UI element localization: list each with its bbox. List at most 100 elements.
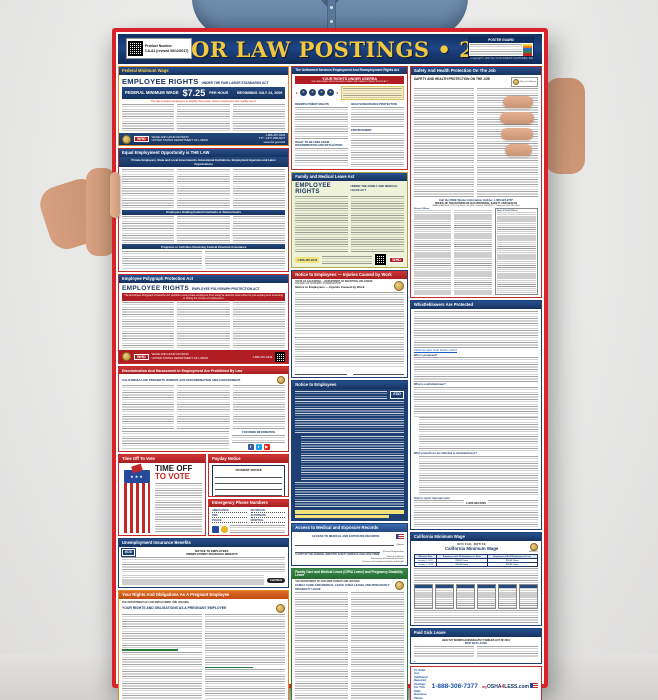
fine-print-block [413,505,538,527]
whd-logo: WHD [134,136,149,142]
section-injuries-caused-by-work: Notice to Employees — Injuries Caused by… [291,270,408,378]
dfeh-seal-icon [276,603,286,613]
fine-print-columns [122,104,286,131]
right-column: Safety And Health Protection On The Job … [409,66,542,700]
dfeh-seal-icon [277,376,286,385]
fine-print-block [454,210,492,295]
schedule-mini-table [434,584,454,610]
ui-footer-row: Cal/OSHA [122,575,286,585]
fine-print-block [122,216,175,243]
brand-suffix: LESS.com [504,683,529,690]
dir-logo-icon [212,526,219,534]
fine-print-block [413,500,464,506]
cfra-heading-row: THE DEPARTMENT OF FAIR EMPLOYMENT AND HO… [295,581,404,591]
emergency-label: ALTERNATE [250,514,286,519]
section-body: SAFETY AND HEALTH PROTECTION ON THE JOB … [411,75,541,297]
fmla-heading-row: EMPLOYEE RIGHTS UNDER THE FAMILY AND MED… [295,183,404,195]
pregnant-heading-row: YOUR RIGHTS AND OBLIGATIONS AS A PREGNAN… [122,603,286,613]
section-body: EDD NOTICE TO EMPLOYEES UNEMPLOYMENT INS… [119,547,288,587]
ui-notice2: UNEMPLOYMENT INSURANCE BENEFITS [185,552,238,556]
dol-seal-icon [122,352,131,361]
form-field-line [215,472,283,478]
section-title: Equal Employment Opportunity is THE LAW [119,149,289,157]
section-title: Your Rights And Obligations As A Pregnan… [119,591,289,599]
social-icons-row: f t ▶ [232,444,285,450]
flag-stripes-icon [124,482,150,533]
form-field-line [215,484,283,490]
product-number-box: Product Number: CA-A1 (revised 06/12/201… [126,38,192,59]
mw-seal-col: MW-2017 [529,542,538,553]
section-title: Time Off To Vote [119,455,205,463]
footer-phone: 1-866-487-9243 [252,354,273,359]
section-body: EDD [292,388,407,520]
fine-print-block [413,610,538,623]
footer-agency: WAGE AND HOUR DIVISION [151,134,189,139]
shirt-button [330,6,333,9]
fine-print-block [122,104,175,131]
section-title: Safety And Health Protection On The Job [410,67,541,75]
emergency-rows: AMBULANCE PHYSICIAN FIRE ALTERNATE POLIC… [212,509,286,524]
fine-print-block [295,337,404,368]
more-info-block: FOR MORE INFORMATION f t ▶ [231,431,286,450]
signature-fields [295,369,404,375]
fine-print-indented-block [418,417,538,452]
fine-print-columns [122,613,286,700]
brand-main: OSHA [487,683,502,690]
qr-code-icon [275,351,286,362]
payment-notice-form: PAYMENT NOTICE [212,464,286,496]
fine-print-block [232,385,286,429]
labor-law-poster: Product Number: CA-A1 (revised 06/12/201… [112,28,548,700]
stripe [523,48,532,51]
fine-print-columns [295,592,404,700]
fmla-footer-row: 1-866-487-9243 WHD [295,254,404,265]
section-equal-employment-opportunity: Equal Employment Opportunity is THE LAW … [118,148,290,272]
minimum-wage-table: Effective Date Employers with 26 Employe… [413,554,539,568]
fine-print-block [351,592,404,700]
whistle-hotline-row: 1-800-952-5225 [413,500,539,506]
fine-print-block [295,481,404,509]
footer-site: www.dol.gov/whd [263,139,286,144]
fine-print-block [177,385,230,429]
mini-table-header [414,585,432,589]
section-payday-notice: Payday Notice PAYMENT NOTICE [208,454,290,497]
product-label: Product Number: [145,44,173,49]
poster-guard-box: POSTER GUARD [468,37,534,57]
state-corner-label: State of California [520,80,536,83]
section-body: HEALTHY WORKPLACES/HEALTHY FAMILIES ACT … [411,637,541,663]
cell-date: January 1, 2018 [413,562,438,568]
polygraph-subheading: EMPLOYEE POLYGRAPH PROTECTION ACT [191,286,260,291]
emergency-label: POLICE [212,519,247,524]
section-body: THE DEPARTMENT OF FAIR EMPLOYMENT AND HO… [292,579,407,700]
brand-num: 4 [501,683,505,690]
person-right-finger [501,128,533,140]
district-office-columns [413,210,492,295]
userra-banner-sub: THE UNIFORMED SERVICES EMPLOYMENT AND RE… [311,80,388,83]
green-subhead-line [205,666,254,669]
copyright-line: Copyright © 2017 ELITE BUSINESS VENTURES… [470,57,534,60]
highlight-bar [295,510,404,514]
discrimination-footer-row: FOR MORE INFORMATION f t ▶ [122,431,286,450]
fine-print-block [351,106,404,128]
section-title: Emergency Phone Numbers [209,499,289,508]
fine-print-block [413,568,538,584]
us-flag-icon [395,533,404,539]
dept-line: THE DEPARTMENT OF FAIR EMPLOYMENT AND HO… [295,581,360,584]
form-field-line [352,369,404,375]
section-body: EMPLOYEE RIGHTS EMPLOYEE POLYGRAPH PROTE… [119,283,288,350]
stripe [523,53,532,56]
middle-column: The Uniformed Services Employment And Re… [291,66,408,700]
form-field-line [215,490,283,496]
fine-print-block [122,168,175,209]
sick-heading1: HEALTHY WORKPLACES/HEALTHY FAMILIES ACT … [442,638,510,642]
fmla-phone: 1-866-487-9243 [295,256,320,263]
order-text: To Order Any Additional Required Posting… [413,668,428,700]
fine-print-col [122,613,203,700]
poster-header-band: Product Number: CA-A1 (revised 06/12/201… [118,34,542,64]
schedule-mini-table [476,584,496,610]
link-line [414,658,538,661]
fine-print-block [122,431,229,449]
dfeh-seal-icon [394,581,404,591]
fine-print-block [351,195,404,252]
section-pregnant-employee-rights: Your Rights And Obligations As A Pregnan… [118,590,290,700]
table-row: January 1, 2018 $11.00 / hour $10.50 / h… [413,562,539,568]
